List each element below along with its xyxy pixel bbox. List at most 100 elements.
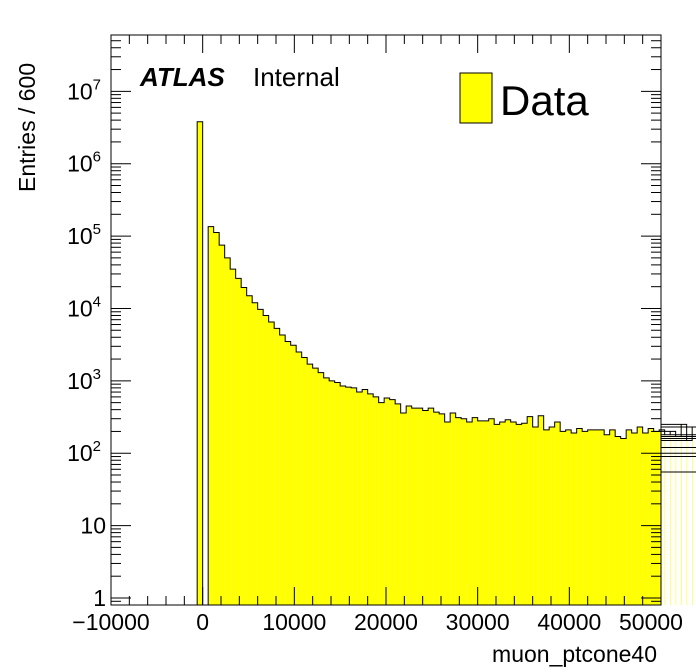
histogram-bar [296,352,302,605]
histogram-bar [505,419,511,605]
histogram-bar [620,438,627,605]
histogram-bar [615,436,621,605]
histogram-bar [329,380,335,605]
y-tick-label: 105 [67,221,101,249]
histogram-bar [362,389,368,605]
histogram-bar [565,429,572,605]
histogram-bar [290,345,297,605]
histogram-bar [263,315,269,605]
histogram-bar [466,422,473,605]
histogram-bar [670,431,671,605]
histogram-bar [472,417,478,605]
histogram-bar [268,322,275,605]
atlas-label: ATLAS [139,62,225,92]
histogram-bar [532,427,539,605]
y-tick-label: 103 [67,366,101,394]
histogram-bar [384,397,390,605]
plot-frame [110,34,662,606]
histogram-bar [389,399,396,605]
histogram-bar [285,341,291,605]
histogram-bar [345,387,352,605]
histogram-bar [604,434,610,605]
y-tick-label: 10 [80,513,106,539]
histogram-bar [483,420,489,605]
histogram-bar [609,429,616,605]
histogram-bar [692,427,693,605]
histogram-bar [571,433,577,605]
histogram-bar [439,413,445,605]
y-axis-title: Entries / 600 [14,63,40,192]
x-tick-label: 20000 [354,609,418,635]
histogram-bar [455,417,462,605]
histogram-bar [367,393,374,605]
x-axis-tick-labels: −10000 0 10000 20000 30000 40000 50000 [72,609,683,635]
histogram-bar [274,328,280,605]
x-tick-label: 0 [196,609,209,635]
histogram-bar [653,431,660,605]
histogram-bar [406,405,412,605]
x-axis-title: muon_ptcone40 [492,641,657,667]
y-tick-label: 102 [67,438,101,466]
histogram-bar [554,422,561,605]
histogram-bar [334,382,341,605]
y-tick-label: 104 [67,293,101,321]
histogram-bar [686,440,688,605]
histogram-bar [587,429,594,605]
histogram-bar [450,412,456,605]
y-axis-tick-labels: 1 10 102 103 104 105 106 107 [67,76,106,611]
histogram-bar [461,418,467,605]
histogram-bar [626,429,632,605]
y-tick-label: 106 [67,149,101,177]
histogram-bar [378,402,385,605]
histogram-bar [340,385,346,605]
histogram-bar [235,278,242,605]
histogram-bar [477,420,484,605]
histogram-bar [582,431,588,605]
histogram-bar [318,372,324,605]
histogram-bar [681,424,682,605]
histogram-outline [196,121,696,606]
histogram-bar [422,410,429,605]
histogram-bar [433,412,440,605]
histogram-bar [301,357,308,605]
y-tick-label: 107 [67,76,101,104]
histogram-bar [675,436,677,605]
histogram-bar [494,424,500,605]
histogram-bar [356,392,363,605]
histogram-bar [279,334,286,605]
histogram-bar [549,427,555,605]
histogram-bar [230,269,236,605]
x-tick-label: 10000 [262,609,326,635]
histogram-bar [631,433,638,605]
histogram-bar [560,431,566,605]
internal-label: Internal [253,62,340,92]
y-tick-label: 1 [93,585,106,611]
histogram-bar [488,418,495,605]
histogram-bar [576,428,583,605]
histogram-bar [241,287,247,605]
histogram-bar [312,368,319,605]
histogram-bar [323,377,330,605]
histogram-bar [648,428,654,605]
histogram-bar [510,422,517,605]
histogram-bar [351,387,357,605]
legend-label: Data [500,77,589,124]
histogram-bar [598,429,605,605]
histogram-bar [252,302,258,605]
histogram-bar [307,364,313,605]
histogram-bar [659,429,661,605]
x-tick-label: 40000 [537,609,601,635]
histogram-bar [521,423,528,605]
legend-swatch [459,72,493,124]
histogram-bar [411,408,418,605]
histogram-bar [527,416,533,605]
histogram-bar [637,427,643,605]
histogram-bar [642,433,649,605]
histogram-bar [593,429,599,605]
histogram-bar [516,424,522,605]
histogram-bar [400,412,407,605]
histogram-bar [213,232,220,606]
histogram-bar [208,226,214,605]
x-tick-label: 50000 [619,609,683,635]
